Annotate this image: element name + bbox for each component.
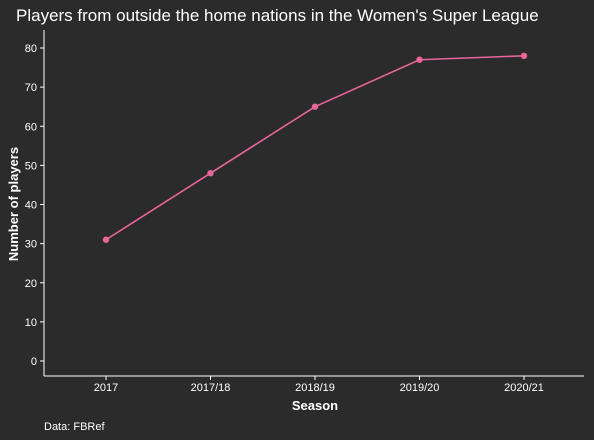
y-tick-label: 20 — [25, 278, 37, 290]
data-point — [311, 103, 319, 110]
x-axis-title: Season — [292, 398, 338, 413]
x-tick-label: 2020/21 — [504, 382, 544, 394]
y-axis-ticks: 0 10 20 30 40 50 60 70 80 — [25, 43, 44, 368]
data-point — [416, 56, 423, 63]
data-point — [207, 170, 214, 177]
chart-caption: Data: FBRef — [44, 421, 105, 433]
x-tick-label: 2017 — [94, 382, 118, 394]
data-point — [520, 52, 528, 60]
x-tick-label: 2018/19 — [295, 382, 335, 394]
y-tick-label: 0 — [31, 356, 37, 368]
y-tick-label: 40 — [25, 200, 37, 212]
chart-title: Players from outside the home nations in… — [16, 6, 539, 25]
data-point — [102, 236, 110, 243]
x-tick-label: 2017/18 — [191, 382, 231, 394]
series-layer — [102, 52, 528, 243]
y-tick-label: 60 — [25, 121, 37, 133]
x-axis-ticks: 2017 2017/18 2018/19 2019/20 2020/21 — [94, 376, 544, 394]
y-tick-label: 30 — [25, 239, 37, 251]
y-tick-label: 70 — [25, 82, 37, 94]
x-tick-label: 2019/20 — [400, 382, 440, 394]
y-tick-label: 10 — [25, 317, 37, 329]
y-axis-title: Number of players — [6, 147, 21, 261]
y-tick-label: 50 — [25, 160, 37, 172]
y-tick-label: 80 — [25, 43, 37, 55]
